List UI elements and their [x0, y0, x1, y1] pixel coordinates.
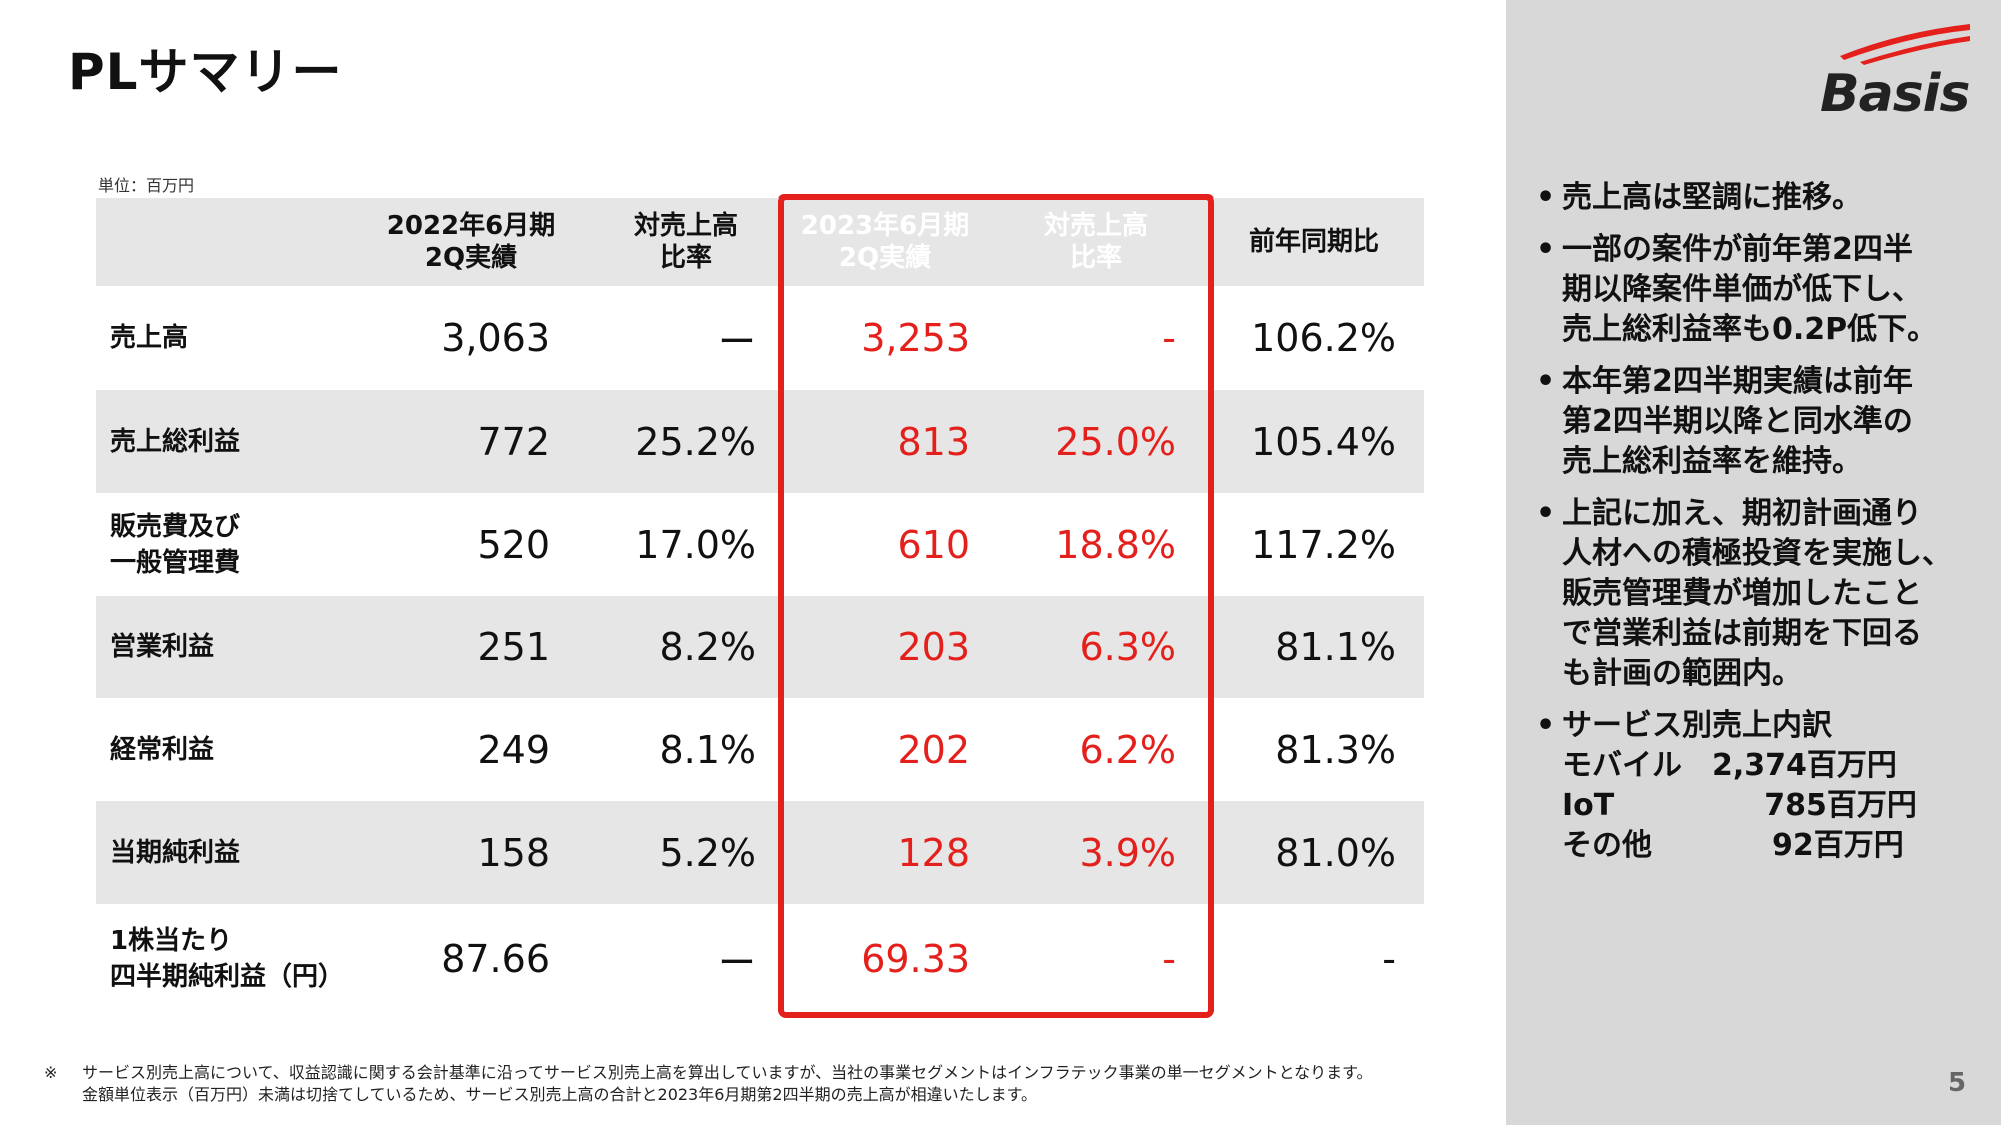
- header-fy2023: 2023年6月期 2Q実績: [800, 211, 970, 273]
- bullet-item: • 一部の案件が前年第2四半 期以降案件単価が低下し、 売上総利益率も0.2P低下。: [1532, 230, 1992, 350]
- bullet-dot-icon: •: [1536, 708, 1556, 743]
- right-sidebar-panel: [1506, 0, 2001, 1125]
- page-title: PLサマリー: [68, 43, 343, 101]
- header-yoy: 前年同期比: [1248, 227, 1379, 257]
- ratio-fy2022: ー: [717, 940, 756, 985]
- bullet-line: 売上高は堅調に推移。: [1562, 180, 1862, 215]
- table-row: 販売費及び 一般管理費 520 17.0% 610 18.8% 117.2%: [96, 493, 1424, 596]
- footnote-line: 金額単位表示（百万円）未満は切捨てしているため、サービス別売上高の合計と2023…: [82, 1085, 1037, 1104]
- bullet-line: サービス別売上内訳: [1562, 708, 1832, 743]
- bullet-dot-icon: •: [1536, 180, 1556, 215]
- table-row: 営業利益 251 8.2% 203 6.3% 81.1%: [96, 596, 1424, 698]
- ratio-fy2023: 18.8%: [1055, 522, 1176, 567]
- value-fy2022: 772: [477, 419, 550, 464]
- row-label: 販売費及び 一般管理費: [110, 511, 241, 578]
- value-fy2023: 202: [897, 727, 970, 772]
- bullet-line: 売上総利益率も0.2P低下。: [1562, 312, 1938, 347]
- value-fy2023: 3,253: [861, 316, 970, 360]
- ratio-fy2022: 17.0%: [635, 522, 756, 567]
- bullet-line: 期以降案件単価が低下し、: [1562, 272, 1922, 307]
- bullet-line: IoT 785百万円: [1562, 788, 1917, 823]
- row-label: 1株当たり 四半期純利益（円）: [110, 926, 345, 992]
- table-row: 1株当たり 四半期純利益（円） 87.66 ー 69.33 - -: [96, 904, 1424, 1014]
- table-row: 経常利益 249 8.1% 202 6.2% 81.3%: [96, 698, 1424, 801]
- row-label: 売上総利益: [110, 426, 241, 457]
- row-label: 当期純利益: [110, 837, 241, 868]
- footnote: ※ サービス別売上高について、収益認識に関する会計基準に沿ってサービス別売上高を…: [44, 1062, 1373, 1106]
- ratio-fy2023: 6.2%: [1079, 727, 1176, 772]
- bullet-line: も計画の範囲内。: [1562, 656, 1802, 691]
- yoy-ratio: 117.2%: [1251, 522, 1396, 567]
- row-label: 売上高: [110, 323, 189, 353]
- ratio-fy2022: 25.2%: [635, 419, 756, 464]
- table-row: 売上高 3,063 ー 3,253 - 106.2%: [96, 286, 1424, 390]
- bullet-line: 本年第2四半期実績は前年: [1562, 364, 1913, 399]
- footnote-mark: ※: [44, 1063, 58, 1082]
- bullet-list: • 売上高は堅調に推移。 • 一部の案件が前年第2四半 期以降案件単価が低下し、 売上総利…: [1532, 178, 1992, 878]
- logo-swoosh-icon: [1840, 24, 1970, 65]
- table-row: 当期純利益 158 5.2% 128 3.9% 81.0%: [96, 801, 1424, 904]
- ratio-fy2022: 8.1%: [659, 727, 756, 772]
- ratio-fy2023: -: [1162, 937, 1176, 981]
- bullet-item: • 本年第2四半期実績は前年 第2四半期以降と同水準の 売上総利益率を維持。: [1532, 362, 1992, 482]
- ratio-fy2023: -: [1162, 316, 1176, 360]
- bullet-line: 第2四半期以降と同水準の: [1562, 404, 1913, 439]
- bullet-line: 一部の案件が前年第2四半: [1562, 232, 1913, 267]
- bullet-line: 上記に加え、期初計画通り: [1562, 496, 1922, 531]
- bullet-item: • 売上高は堅調に推移。: [1532, 178, 1992, 218]
- bullet-line: モバイル 2,374百万円: [1562, 748, 1897, 783]
- bullet-line: 人材への積極投資を実施し、: [1562, 536, 1952, 571]
- table-header-row: [96, 198, 1424, 286]
- yoy-ratio: 81.1%: [1275, 625, 1396, 669]
- table-row: 売上総利益 772 25.2% 813 25.0% 105.4%: [96, 390, 1424, 493]
- ratio-fy2023: 3.9%: [1079, 830, 1176, 875]
- value-fy2023: 203: [897, 625, 970, 669]
- value-fy2022: 251: [477, 625, 550, 669]
- bullet-line: 売上総利益率を維持。: [1562, 444, 1862, 479]
- value-fy2023: 610: [897, 522, 970, 567]
- bullet-item: • サービス別売上内訳モバイル 2,374百万円 IoT 785百万円 その他 92百…: [1532, 706, 1992, 866]
- value-fy2023: 813: [897, 419, 970, 464]
- row-label: 営業利益: [110, 632, 215, 662]
- header-ratio2022: 対売上高 比率: [633, 211, 738, 273]
- row-label: 経常利益: [110, 734, 215, 765]
- value-fy2022: 3,063: [441, 316, 550, 360]
- yoy-ratio: 106.2%: [1251, 316, 1396, 360]
- ratio-fy2022: ー: [717, 319, 756, 364]
- logo-text: Basis: [1820, 64, 1970, 124]
- value-fy2022: 87.66: [441, 937, 550, 981]
- yoy-ratio: 105.4%: [1251, 419, 1396, 464]
- ratio-fy2022: 5.2%: [659, 830, 756, 875]
- company-logo: Basis: [1820, 18, 1980, 124]
- value-fy2023: 128: [897, 830, 970, 875]
- bullet-dot-icon: •: [1536, 496, 1556, 531]
- header-fy2022: 2022年6月期 2Q実績: [386, 211, 556, 273]
- page-number: 5: [1948, 1068, 1967, 1098]
- value-fy2023: 69.33: [861, 937, 970, 981]
- bullet-line: 販売管理費が増加したこと: [1562, 576, 1922, 611]
- yoy-ratio: 81.3%: [1275, 727, 1396, 772]
- bullet-line: で営業利益は前期を下回る: [1562, 616, 1922, 651]
- bullet-line: その他 92百万円: [1562, 828, 1904, 863]
- ratio-fy2023: 25.0%: [1055, 419, 1176, 464]
- bullet-dot-icon: •: [1536, 364, 1556, 399]
- value-fy2022: 249: [477, 727, 550, 772]
- bullet-dot-icon: •: [1536, 232, 1556, 267]
- yoy-ratio: 81.0%: [1275, 830, 1396, 875]
- value-fy2022: 158: [477, 830, 550, 875]
- ratio-fy2023: 6.3%: [1079, 625, 1176, 669]
- value-fy2022: 520: [477, 522, 550, 567]
- header-ratio2023: 対売上高 比率: [1043, 211, 1148, 273]
- unit-note: 単位：百万円: [98, 176, 195, 195]
- yoy-ratio: -: [1382, 937, 1396, 981]
- ratio-fy2022: 8.2%: [659, 625, 756, 669]
- footnote-line: サービス別売上高について、収益認識に関する会計基準に沿ってサービス別売上高を算出…: [82, 1063, 1373, 1082]
- bullet-item: • 上記に加え、期初計画通り 人材への積極投資を実施し、 販売管理費が増加したこと で営…: [1532, 494, 1992, 694]
- highlight-box-2023: [778, 194, 1214, 1018]
